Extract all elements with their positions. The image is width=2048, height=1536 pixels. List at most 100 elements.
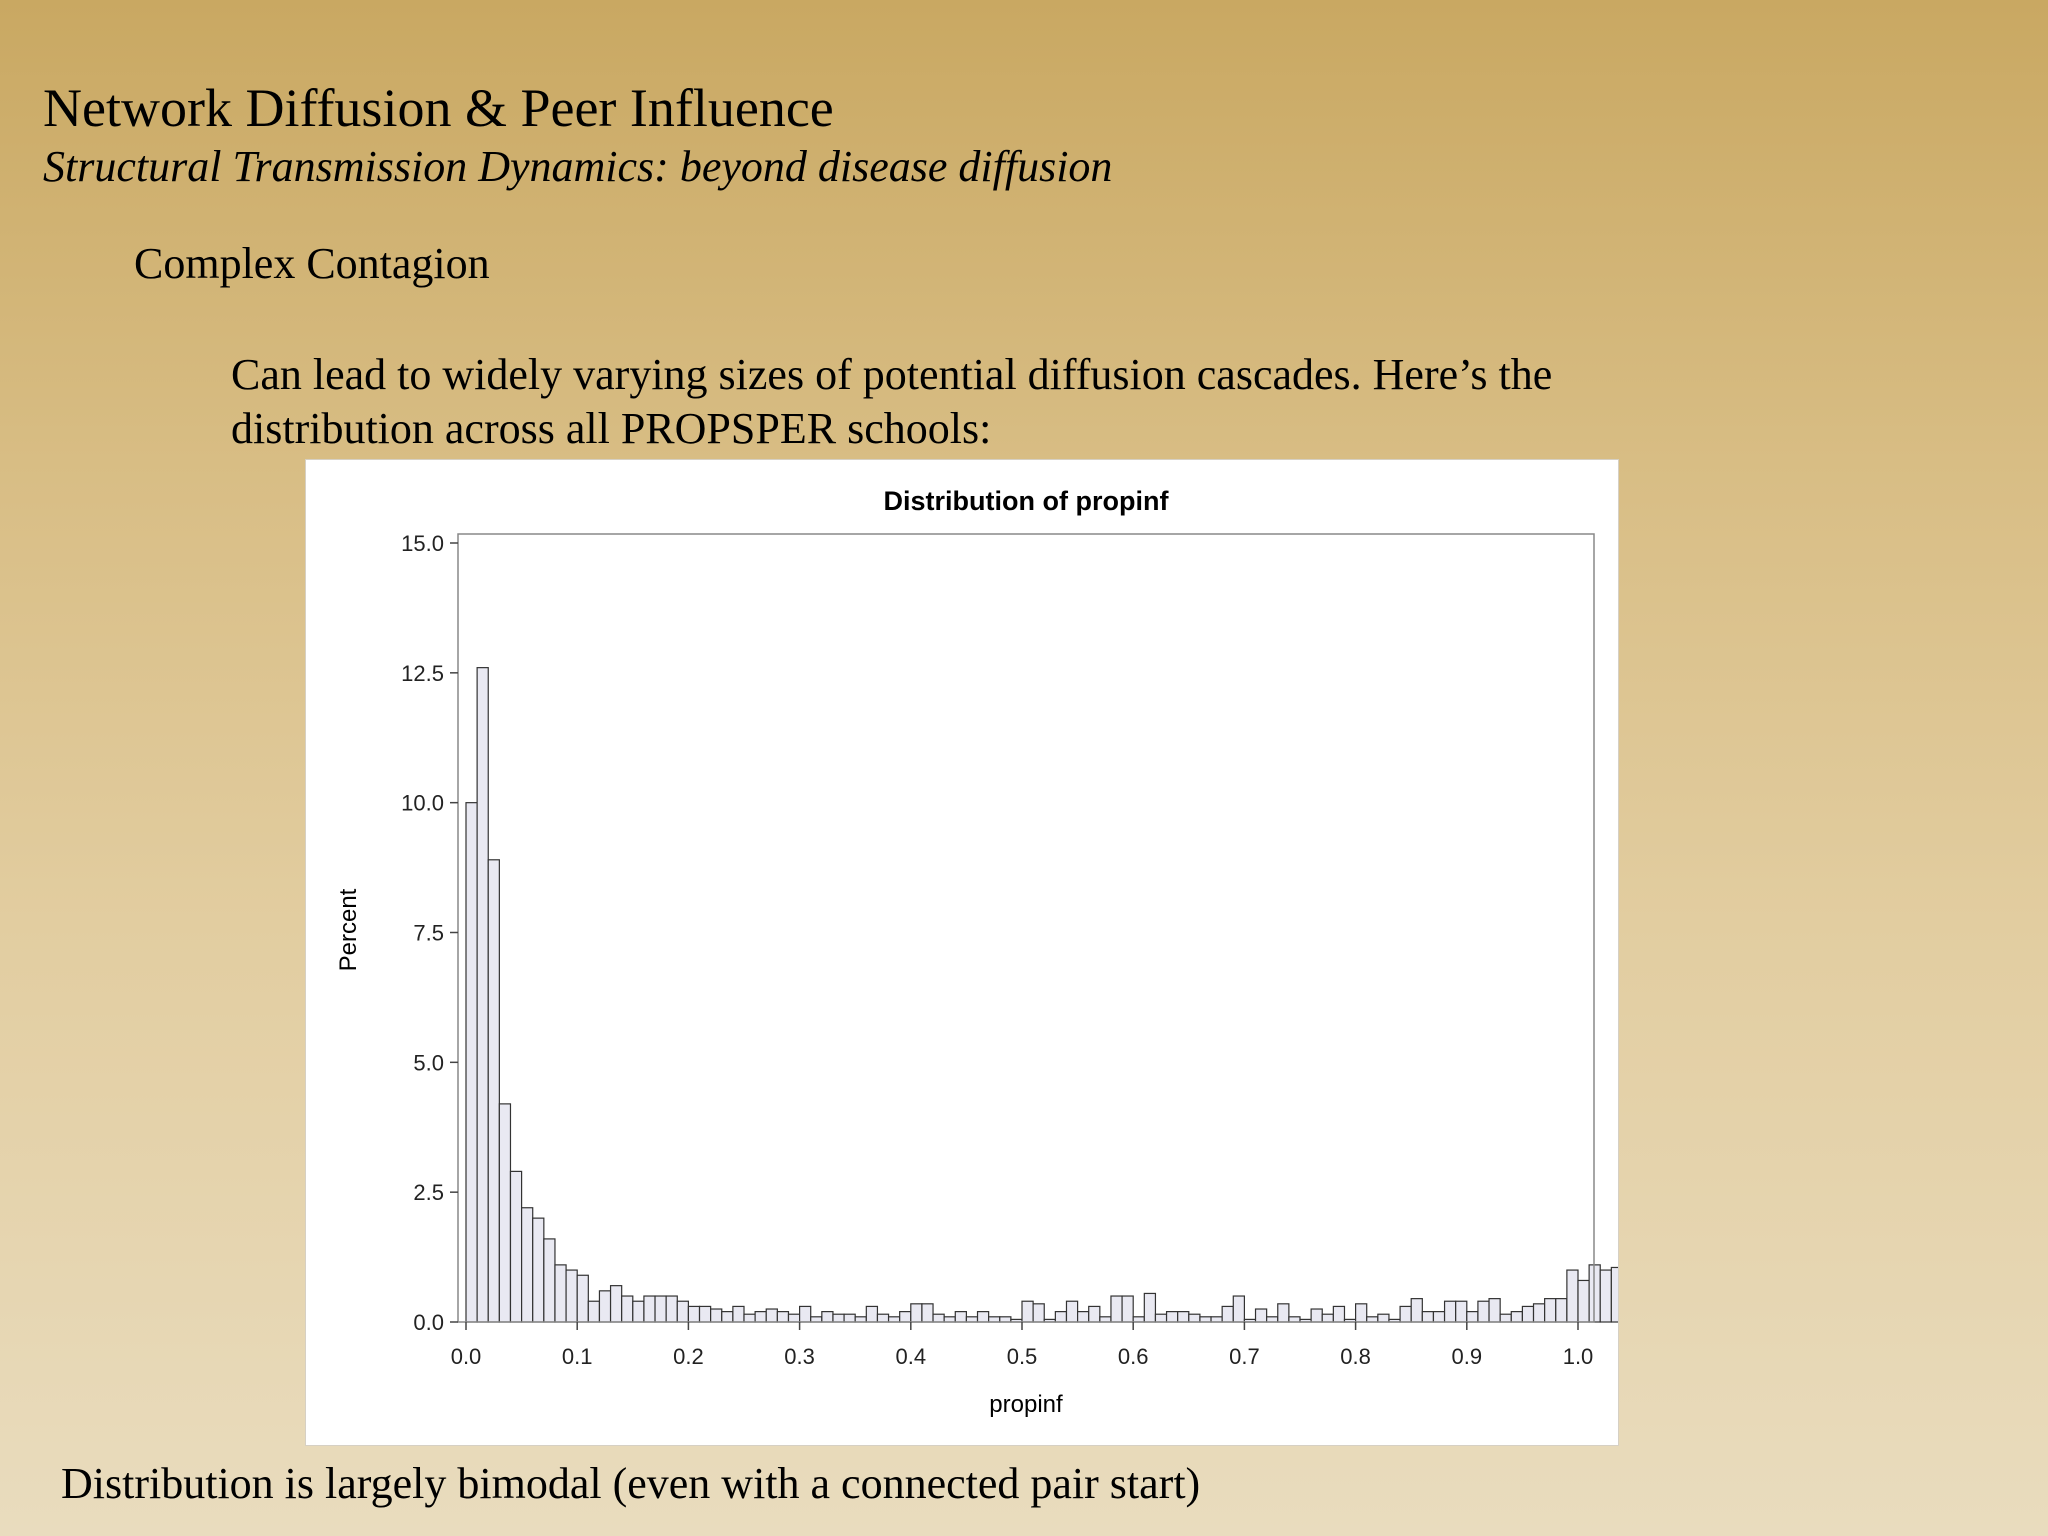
histogram-bar bbox=[465, 802, 478, 1323]
histogram-bar bbox=[1555, 1298, 1568, 1323]
y-tick-label: 15.0 bbox=[401, 531, 444, 556]
histogram-bar bbox=[732, 1305, 745, 1323]
histogram-bar bbox=[476, 667, 489, 1323]
histogram-bar bbox=[754, 1311, 767, 1323]
histogram-bar bbox=[1532, 1303, 1546, 1323]
histogram-bar bbox=[1254, 1308, 1268, 1323]
histogram-bar bbox=[776, 1311, 790, 1323]
histogram-bar bbox=[521, 1207, 534, 1323]
y-tick-label: 7.5 bbox=[413, 921, 444, 946]
histogram-bar bbox=[1410, 1298, 1423, 1323]
histogram-bar bbox=[687, 1305, 701, 1323]
histogram-chart: Distribution of propinf Percent propinf … bbox=[335, 486, 1618, 1418]
x-tick-label: 1.0 bbox=[1563, 1344, 1594, 1369]
histogram-bar bbox=[787, 1313, 801, 1323]
histogram-panel: Distribution of propinf Percent propinf … bbox=[305, 459, 1619, 1446]
histogram-bar bbox=[899, 1311, 912, 1323]
histogram-bar bbox=[1544, 1298, 1557, 1323]
histogram-bar bbox=[1076, 1311, 1090, 1323]
histogram-bar bbox=[1199, 1316, 1212, 1323]
histogram-bar bbox=[910, 1303, 923, 1323]
x-axis-label: propinf bbox=[989, 1391, 1063, 1418]
histogram-bar bbox=[1421, 1311, 1435, 1323]
x-tick-label: 0.7 bbox=[1229, 1344, 1260, 1369]
histogram-bar bbox=[1154, 1313, 1168, 1323]
histogram-bar bbox=[1466, 1311, 1479, 1323]
histogram-bar bbox=[487, 859, 500, 1323]
histogram-bar bbox=[1399, 1305, 1412, 1323]
histogram-bar bbox=[765, 1308, 778, 1323]
y-tick-label: 0.0 bbox=[413, 1310, 444, 1335]
histogram-bar bbox=[1088, 1305, 1101, 1323]
histogram-bar bbox=[554, 1264, 567, 1323]
histogram-bar bbox=[1577, 1279, 1590, 1323]
histogram-bar bbox=[621, 1295, 634, 1323]
histogram-bar bbox=[565, 1269, 578, 1323]
x-tick-label: 0.9 bbox=[1452, 1344, 1483, 1369]
histogram-bar bbox=[1266, 1316, 1279, 1323]
histogram-bar bbox=[710, 1308, 723, 1323]
x-tick-label: 0.6 bbox=[1118, 1344, 1149, 1369]
histogram-bar bbox=[665, 1295, 678, 1323]
x-tick-label: 0.0 bbox=[451, 1344, 482, 1369]
histogram-bar bbox=[1143, 1292, 1157, 1323]
y-tick-label: 10.0 bbox=[401, 791, 444, 816]
histogram-bar bbox=[1177, 1311, 1190, 1323]
histogram-bar bbox=[676, 1300, 689, 1323]
histogram-bar bbox=[921, 1303, 934, 1323]
histogram-bar bbox=[832, 1313, 845, 1323]
x-tick-label: 0.8 bbox=[1340, 1344, 1371, 1369]
histogram-bar bbox=[1065, 1300, 1079, 1323]
histogram-bar bbox=[1566, 1269, 1579, 1323]
plot-frame bbox=[457, 533, 1595, 1323]
histogram-bar bbox=[532, 1217, 545, 1323]
histogram-bar bbox=[1477, 1300, 1490, 1323]
histogram-bar bbox=[632, 1300, 645, 1323]
histogram-bar bbox=[1121, 1295, 1134, 1323]
histogram-bar bbox=[799, 1305, 812, 1323]
histogram-bar bbox=[1132, 1316, 1145, 1323]
histogram-bar bbox=[1054, 1311, 1068, 1323]
x-tick-label: 0.5 bbox=[1007, 1344, 1038, 1369]
histogram-bar bbox=[1366, 1316, 1379, 1323]
histogram-bar bbox=[821, 1311, 834, 1323]
histogram-bar bbox=[854, 1316, 867, 1323]
histogram-bar bbox=[976, 1311, 990, 1323]
histogram-bar bbox=[1488, 1298, 1501, 1323]
histogram-bar bbox=[1332, 1305, 1346, 1323]
histogram-bar bbox=[1499, 1313, 1512, 1323]
x-tick-label: 0.4 bbox=[896, 1344, 927, 1369]
slide-title: Network Diffusion & Peer Influence bbox=[43, 78, 834, 138]
y-axis-label: Percent bbox=[335, 888, 362, 971]
histogram-bar bbox=[943, 1316, 956, 1323]
histogram-bar bbox=[1021, 1300, 1034, 1323]
histogram-bar bbox=[1032, 1303, 1045, 1323]
histogram-bar bbox=[1232, 1295, 1246, 1323]
y-tick-label: 12.5 bbox=[401, 661, 444, 686]
histogram-bar bbox=[1210, 1316, 1223, 1323]
histogram-bar bbox=[1443, 1300, 1457, 1323]
histogram-bar bbox=[1599, 1269, 1612, 1323]
histogram-bar bbox=[643, 1295, 656, 1323]
histogram-bar bbox=[698, 1305, 712, 1323]
conclusion-text: Distribution is largely bimodal (even wi… bbox=[61, 1459, 1201, 1508]
histogram-bar bbox=[1455, 1300, 1468, 1323]
x-tick-label: 0.1 bbox=[562, 1344, 593, 1369]
histogram-bar bbox=[1510, 1311, 1524, 1323]
y-tick-label: 5.0 bbox=[413, 1050, 444, 1075]
histogram-bar bbox=[498, 1103, 512, 1323]
histogram-bar bbox=[1521, 1305, 1535, 1323]
histogram-bar bbox=[654, 1295, 667, 1323]
histogram-bar bbox=[965, 1316, 979, 1323]
histogram-bar bbox=[1432, 1311, 1446, 1323]
slide-subtitle: Structural Transmission Dynamics: beyond… bbox=[43, 142, 1113, 191]
histogram-bar bbox=[887, 1316, 901, 1323]
histogram-bar bbox=[999, 1316, 1012, 1323]
histogram-bar bbox=[576, 1274, 589, 1323]
histogram-bar bbox=[988, 1316, 1001, 1323]
histogram-bar bbox=[1165, 1311, 1179, 1323]
histogram-bar bbox=[543, 1238, 556, 1323]
histogram-bar bbox=[1310, 1308, 1323, 1323]
histogram-bar bbox=[932, 1313, 945, 1323]
histogram-bar bbox=[1288, 1316, 1301, 1323]
